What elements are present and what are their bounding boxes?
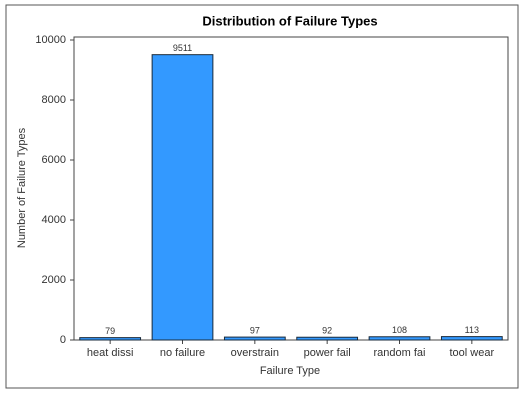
- value-label: 113: [465, 325, 479, 335]
- x-tick-label: heat dissi: [87, 347, 133, 359]
- x-tick-label: tool wear: [450, 347, 495, 359]
- value-label: 92: [322, 326, 332, 336]
- bar: [368, 336, 431, 341]
- value-label: 79: [105, 326, 115, 336]
- x-tick-label: no failure: [160, 347, 205, 359]
- bar: [440, 336, 503, 341]
- bar: [79, 337, 142, 341]
- x-tick-label: random fai: [374, 347, 426, 359]
- x-axis-label: Failure Type: [260, 365, 320, 377]
- y-tick-label: 8000: [42, 94, 66, 106]
- y-tick-label: 0: [60, 334, 66, 346]
- y-tick-label: 4000: [42, 214, 66, 226]
- y-tick-label: 2000: [42, 274, 66, 286]
- bar: [296, 336, 359, 341]
- y-axis-label: Number of Failure Types: [16, 127, 28, 248]
- bar: [223, 336, 286, 341]
- value-label: 97: [250, 325, 260, 335]
- value-label: 9511: [173, 43, 192, 53]
- x-tick-label: overstrain: [231, 347, 279, 359]
- y-tick-label: 10000: [35, 34, 66, 46]
- value-label: 108: [392, 325, 407, 335]
- plot-area: [73, 36, 509, 341]
- frame: [5, 4, 519, 389]
- y-tick-label: 6000: [42, 154, 66, 166]
- x-tick-label: power fail: [304, 347, 351, 359]
- bar: [151, 54, 214, 341]
- chart-title: Distribution of Failure Types: [202, 13, 377, 28]
